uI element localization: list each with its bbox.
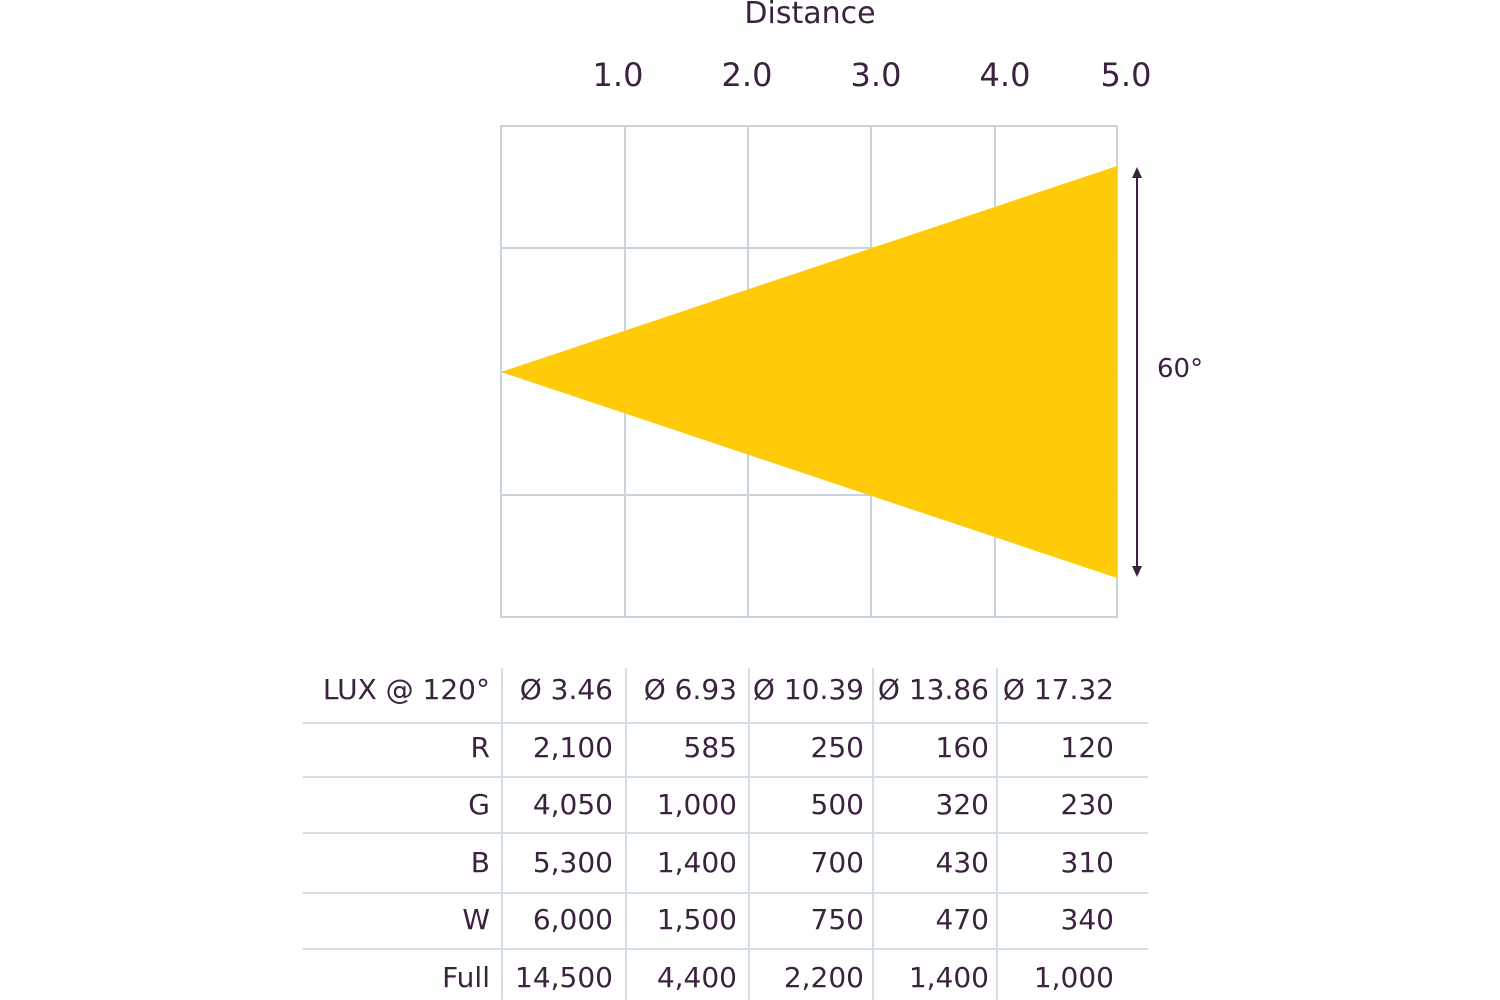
table-cell: 340 xyxy=(1060,903,1114,936)
table-cell: 1,000 xyxy=(656,788,737,821)
distance-tick: 1.0 xyxy=(592,56,644,94)
column-divider xyxy=(625,668,627,1000)
column-divider xyxy=(748,668,750,1000)
row-divider xyxy=(303,776,1148,778)
row-label: Full xyxy=(442,961,490,994)
table-header-cell: Ø 17.32 xyxy=(1002,673,1114,706)
arrow-down-icon xyxy=(1132,566,1142,577)
table-cell: 5,300 xyxy=(532,846,613,879)
table-cell: 2,200 xyxy=(783,961,864,994)
table-cell: 1,400 xyxy=(656,846,737,879)
row-divider xyxy=(303,948,1148,950)
row-label: R xyxy=(470,731,490,764)
table-cell: 310 xyxy=(1060,846,1114,879)
column-divider xyxy=(872,668,874,1000)
table-cell: 750 xyxy=(810,903,864,936)
table-cell: 4,050 xyxy=(532,788,613,821)
table-cell: 1,500 xyxy=(656,903,737,936)
table-cell: 700 xyxy=(810,846,864,879)
row-label: G xyxy=(468,788,490,821)
table-cell: 585 xyxy=(683,731,737,764)
table-cell: 2,100 xyxy=(532,731,613,764)
table-cell: 470 xyxy=(935,903,989,936)
table-header-cell: Ø 13.86 xyxy=(877,673,989,706)
table-header-cell: Ø 10.39 xyxy=(752,673,864,706)
distance-tick: 4.0 xyxy=(979,56,1031,94)
table-cell: 4,400 xyxy=(656,961,737,994)
table-cell: 1,000 xyxy=(1033,961,1114,994)
beam-diagram xyxy=(500,125,1142,618)
table-cell: 500 xyxy=(810,788,864,821)
table-header-cell: Ø 3.46 xyxy=(519,673,613,706)
distance-tick: 2.0 xyxy=(721,56,773,94)
beam-cone xyxy=(501,166,1117,578)
axis-title: Distance xyxy=(744,0,876,31)
table-cell: 1,400 xyxy=(908,961,989,994)
distance-tick: 3.0 xyxy=(850,56,902,94)
row-divider xyxy=(303,832,1148,834)
column-divider xyxy=(996,668,998,1000)
table-cell: 320 xyxy=(935,788,989,821)
table-cell: 120 xyxy=(1060,731,1114,764)
arrow-up-icon xyxy=(1132,167,1142,178)
row-label: W xyxy=(462,903,490,936)
column-divider xyxy=(501,668,503,1000)
row-divider xyxy=(303,722,1148,724)
row-label: B xyxy=(470,846,490,879)
distance-tick: 5.0 xyxy=(1100,56,1152,94)
table-cell: 14,500 xyxy=(515,961,613,994)
table-header-cell: Ø 6.93 xyxy=(643,673,737,706)
row-divider xyxy=(303,892,1148,894)
table-header-cell: LUX @ 120° xyxy=(322,673,490,706)
table-cell: 160 xyxy=(935,731,989,764)
table-cell: 430 xyxy=(935,846,989,879)
table-cell: 230 xyxy=(1060,788,1114,821)
beam-angle-label: 60° xyxy=(1157,354,1204,384)
table-cell: 250 xyxy=(810,731,864,764)
table-cell: 6,000 xyxy=(532,903,613,936)
